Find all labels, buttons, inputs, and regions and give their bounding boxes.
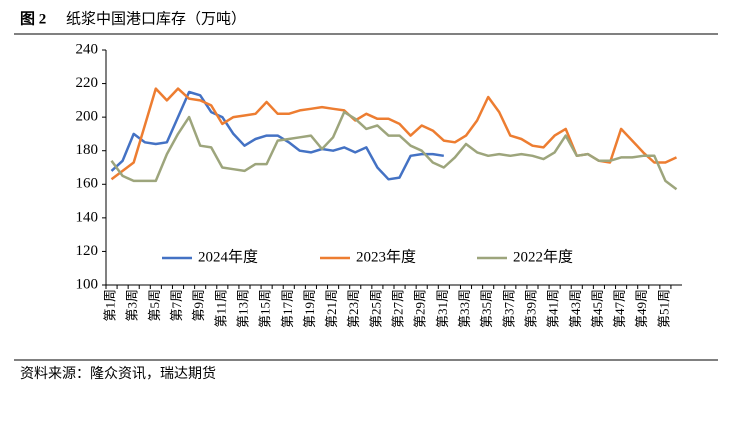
legend-bg: [318, 248, 448, 268]
x-tick-label: 第47周: [612, 289, 627, 328]
x-tick-label: 第23周: [346, 289, 361, 328]
legend-bg: [475, 248, 605, 268]
y-tick-label: 140: [76, 209, 99, 225]
x-tick-label: 第3周: [125, 289, 140, 322]
x-tick-label: 第17周: [280, 289, 295, 328]
legend-label: 2023年度: [356, 248, 416, 265]
y-tick-label: 200: [76, 109, 99, 125]
x-tick-label: 第9周: [191, 289, 206, 322]
legend-label: 2024年度: [198, 248, 258, 265]
x-tick-label: 第49周: [634, 289, 649, 328]
y-tick-label: 220: [76, 75, 99, 91]
y-tick-label: 180: [76, 142, 99, 158]
x-tick-label: 第27周: [391, 289, 406, 328]
x-tick-label: 第5周: [147, 289, 162, 322]
x-tick-label: 第39周: [523, 289, 538, 328]
figure-label: 图 2: [20, 10, 46, 27]
x-tick-label: 第51周: [656, 289, 671, 328]
x-tick-label: 第21周: [324, 289, 339, 328]
x-tick-label: 第19周: [302, 289, 317, 328]
series-line: [110, 90, 444, 181]
x-tick-label: 第25周: [368, 289, 383, 328]
x-tick-label: 第1周: [103, 289, 118, 322]
legend-label: 2022年度: [513, 248, 573, 265]
y-tick-label: 120: [76, 243, 99, 259]
x-tick-label: 第13周: [235, 289, 250, 328]
x-tick-label: 第29周: [413, 289, 428, 328]
x-tick-label: 第37周: [501, 289, 516, 328]
x-tick-label: 第41周: [546, 289, 561, 328]
source: 资料来源：隆众资讯，瑞达期货: [20, 365, 216, 382]
x-tick-label: 第15周: [258, 289, 273, 328]
y-tick-label: 240: [76, 41, 99, 57]
x-tick-label: 第45周: [590, 289, 605, 328]
x-tick-label: 第33周: [457, 289, 472, 328]
x-tick-label: 第43周: [568, 289, 583, 328]
x-tick-label: 第35周: [479, 289, 494, 328]
series-line: [110, 110, 678, 191]
y-tick-label: 100: [76, 276, 99, 292]
x-tick-label: 第31周: [435, 289, 450, 328]
y-tick-label: 160: [76, 176, 99, 192]
x-tick-label: 第7周: [169, 289, 184, 322]
chart-title: 纸浆中国港口库存（万吨）: [66, 9, 246, 27]
legend-bg: [160, 248, 290, 268]
x-tick-label: 第11周: [213, 289, 228, 328]
